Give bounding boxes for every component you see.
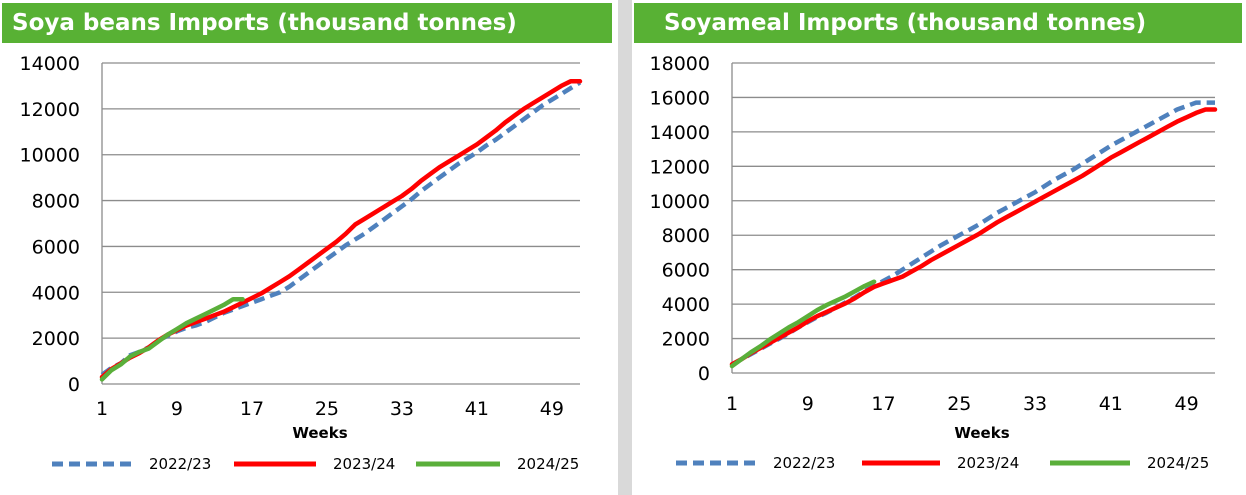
- y-tick-label: 8000: [662, 225, 710, 247]
- x-tick-label: 41: [465, 398, 489, 420]
- y-tick-label: 2000: [662, 329, 710, 351]
- legend-label: 2022/23: [149, 455, 211, 473]
- x-axis-title: Weeks: [292, 424, 347, 442]
- panel-divider: [618, 0, 632, 495]
- y-tick-label: 12000: [20, 99, 80, 121]
- x-tick-label: 41: [1099, 393, 1123, 415]
- y-tick-label: 10000: [20, 145, 80, 167]
- x-tick-label: 9: [171, 398, 183, 420]
- y-tick-label: 18000: [650, 53, 710, 75]
- legend-label: 2023/24: [957, 454, 1019, 472]
- series-line-2024-25: [99, 296, 245, 382]
- legend-label: 2023/24: [333, 455, 395, 473]
- x-tick-label: 33: [1023, 393, 1047, 415]
- y-tick-label: 14000: [650, 122, 710, 144]
- y-tick-label: 16000: [650, 87, 710, 109]
- soya-beans-chart: 0 2000 4000 6000 8000 10000 12000 14000 1 9 17 25 33…: [20, 53, 583, 473]
- y-tick-label: 4000: [662, 294, 710, 316]
- x-tick-label: 17: [871, 393, 895, 415]
- legend-label: 2022/23: [773, 454, 835, 472]
- x-tick-label: 25: [947, 393, 971, 415]
- x-tick-label: 1: [96, 398, 108, 420]
- series-line-2023-24: [729, 107, 1218, 367]
- legend-label: 2024/25: [517, 455, 579, 473]
- y-tick-label: 4000: [32, 282, 80, 304]
- y-tick-label: 6000: [662, 260, 710, 282]
- x-tick-label: 33: [390, 398, 414, 420]
- y-tick-label: 0: [68, 374, 80, 396]
- y-tick-label: 6000: [32, 236, 80, 258]
- soya-beans-panel: Soya beans Imports (thousand tonnes) 0 20…: [0, 0, 618, 495]
- series-line-2024-25: [729, 279, 877, 369]
- legend-label: 2024/25: [1147, 454, 1209, 472]
- x-tick-label: 25: [315, 398, 339, 420]
- x-axis-title: Weeks: [954, 424, 1009, 442]
- chart-title: Soya beans Imports (thousand tonnes): [2, 3, 612, 43]
- y-tick-label: 8000: [32, 191, 80, 213]
- y-tick-label: 10000: [650, 191, 710, 213]
- x-tick-label: 49: [540, 398, 564, 420]
- x-tick-label: 49: [1174, 393, 1198, 415]
- y-tick-label: 2000: [32, 328, 80, 350]
- x-tick-label: 1: [726, 393, 738, 415]
- chart-title: Soyameal Imports (thousand tonnes): [634, 3, 1242, 43]
- x-tick-label: 9: [802, 393, 814, 415]
- y-tick-label: 12000: [650, 156, 710, 178]
- x-tick-label: 17: [240, 398, 264, 420]
- soyameal-panel: Soyameal Imports (thousand tonnes) 0 2000…: [632, 0, 1246, 495]
- soyameal-chart: 0 2000 4000 6000 8000 10000 12000 14000 16000 180…: [650, 53, 1218, 472]
- y-tick-label: 14000: [20, 53, 80, 75]
- y-tick-label: 0: [698, 363, 710, 385]
